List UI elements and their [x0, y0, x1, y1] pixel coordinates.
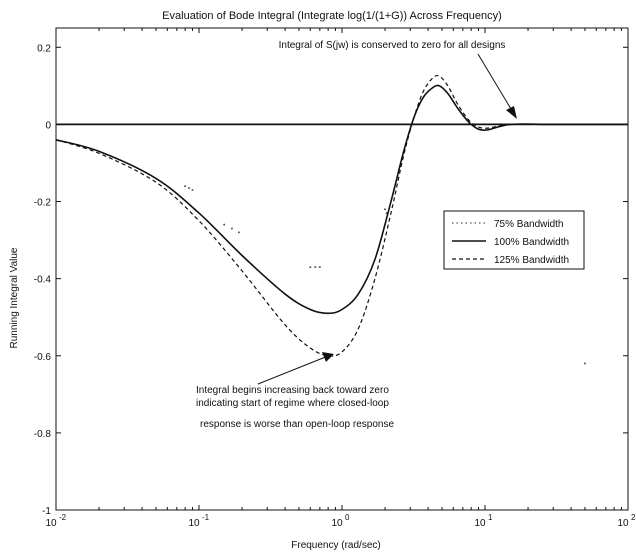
annotation-regime-line-3: response is worse than open-loop respons…	[200, 419, 394, 430]
y-tick-label-4: -0.6	[34, 352, 52, 363]
x-tick-exponent-0: -2	[59, 513, 67, 522]
x-tick-exponent-3: 1	[488, 513, 493, 522]
series-75-bandwidth-point	[318, 266, 321, 269]
series-100-bandwidth	[55, 84, 628, 315]
x-tick-label-0: 10	[45, 518, 57, 529]
series-75-bandwidth-point	[230, 227, 233, 230]
series-75-bandwidth-point	[309, 266, 312, 269]
series-125-bandwidth	[55, 74, 628, 357]
annotation-conservation-text: Integral of S(jw) is conserved to zero f…	[279, 40, 506, 51]
annotation-regime-arrow-line	[257, 355, 329, 385]
x-tick-exponent-2: 0	[345, 513, 350, 522]
annotation-regime-line-2: indicating start of regime where closed-…	[196, 398, 389, 409]
x-tick-label-3: 10	[474, 518, 486, 529]
annotation-conservation: Integral of S(jw) is conserved to zero f…	[279, 40, 517, 119]
y-tick-label-3: -0.4	[34, 275, 52, 286]
series-75-bandwidth-point	[223, 223, 226, 226]
series-75-bandwidth-point	[384, 208, 387, 211]
y-axis-label: Running Integral Value	[9, 247, 20, 348]
x-tick-exponent-1: -1	[202, 513, 210, 522]
series-75-bandwidth-point	[583, 362, 586, 365]
y-tick-label-1: 0	[45, 120, 51, 131]
x-axis-label: Frequency (rad/sec)	[291, 540, 380, 551]
chart-title: Evaluation of Bode Integral (Integrate l…	[162, 10, 502, 22]
annotation-regime-arrowhead	[322, 352, 334, 362]
x-tick-label-4: 10	[617, 518, 629, 529]
series-75-bandwidth-point	[184, 185, 187, 188]
series-75-bandwidth-point	[187, 187, 190, 190]
y-tick-label-0: 0.2	[37, 43, 51, 54]
x-tick-label-2: 10	[331, 518, 343, 529]
legend-label-75: 75% Bandwidth	[494, 219, 564, 230]
y-tick-label-2: -0.2	[34, 198, 52, 209]
x-tick-exponent-4: 2	[631, 513, 636, 522]
legend-label-125: 125% Bandwidth	[494, 255, 569, 266]
x-tick-label-1: 10	[188, 518, 200, 529]
y-tick-label-6: -1	[42, 506, 51, 517]
annotation-regime: Integral begins increasing back toward z…	[196, 352, 394, 430]
legend-label-100: 100% Bandwidth	[494, 237, 569, 248]
annotation-conservation-arrowhead	[506, 106, 517, 119]
series-75-bandwidth-point	[191, 188, 194, 191]
legend: 75% Bandwidth 100% Bandwidth 125% Bandwi…	[443, 210, 585, 270]
annotation-regime-line-1: Integral begins increasing back toward z…	[196, 385, 389, 396]
y-tick-label-5: -0.8	[34, 429, 52, 440]
annotation-conservation-arrow-line	[477, 53, 515, 115]
series-75-bandwidth-point	[314, 266, 317, 269]
series-75-bandwidth-point	[237, 231, 240, 234]
